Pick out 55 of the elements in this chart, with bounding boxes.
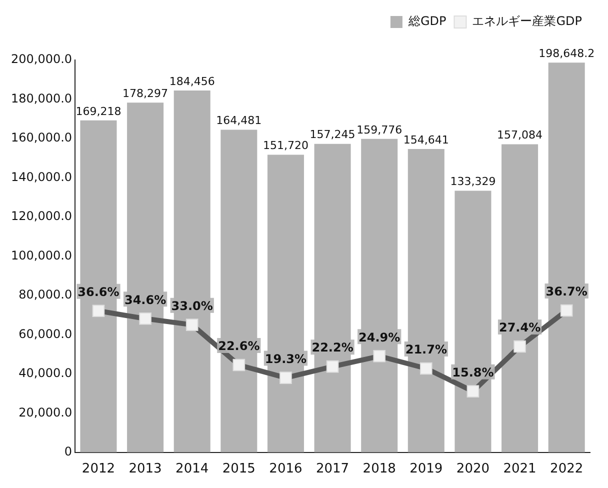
data-label: 15.8% [452,365,494,380]
data-label: 19.3% [264,352,307,366]
data-label: 169,218 [76,104,122,118]
data-label: 133,329 [450,175,496,188]
data-label: 22.6% [218,339,260,354]
y-tick-label: 40,000.0 [18,366,72,380]
data-label: 21.7% [405,342,447,357]
bar [361,138,398,452]
y-tick-label: 0 [64,444,72,459]
bar [80,120,117,452]
data-label: 24.9% [358,330,400,344]
data-label: 36.6% [78,285,120,300]
legend-label: エネルギー産業GDP [472,14,582,28]
bar [127,102,164,452]
x-tick-label: 2013 [128,462,162,477]
data-label: 159,776 [356,123,402,136]
data-label: 198,648.2 [538,47,595,60]
x-tick-label: 2020 [456,462,490,477]
x-tick-label: 2022 [550,462,584,477]
y-tick-label: 200,000.0 [10,52,72,66]
y-tick-label: 120,000.0 [10,209,72,224]
x-tick-label: 2015 [222,462,256,477]
x-tick-label: 2021 [503,462,536,477]
bar [454,190,492,452]
data-label: 33.0% [171,298,213,313]
y-tick-label: 20,000.0 [18,405,72,420]
data-label: 184,456 [169,74,215,88]
data-label: 157,245 [310,128,356,142]
data-label: 178,297 [122,86,168,100]
data-label: 151,720 [262,139,308,152]
data-label: 36.7% [546,284,588,299]
x-tick-label: 2018 [362,462,396,477]
y-tick-label: 160,000.0 [10,130,72,145]
data-label: 157,084 [497,128,543,142]
legend-label: 総GDP [407,14,446,28]
bar [220,130,258,452]
y-tick-label: 80,000.0 [18,288,72,302]
x-tick-label: 2017 [316,462,350,477]
x-tick-label: 2012 [82,462,116,477]
data-label: 34.6% [124,292,166,307]
bar [548,62,585,452]
data-label: 22.2% [312,340,354,355]
bar [502,144,538,452]
y-tick-label: 60,000.0 [18,326,72,341]
x-tick-label: 2014 [176,462,209,477]
data-label: 27.4% [498,320,541,335]
bar [174,90,210,452]
y-tick-label: 140,000.0 [10,170,72,184]
x-tick-label: 2019 [410,462,443,477]
y-tick-label: 100,000.0 [10,248,72,262]
data-label: 164,481 [216,114,262,128]
y-tick-label: 180,000.0 [10,91,72,106]
bar [314,144,351,452]
x-tick-label: 2016 [269,462,302,477]
data-label: 154,641 [403,133,449,146]
